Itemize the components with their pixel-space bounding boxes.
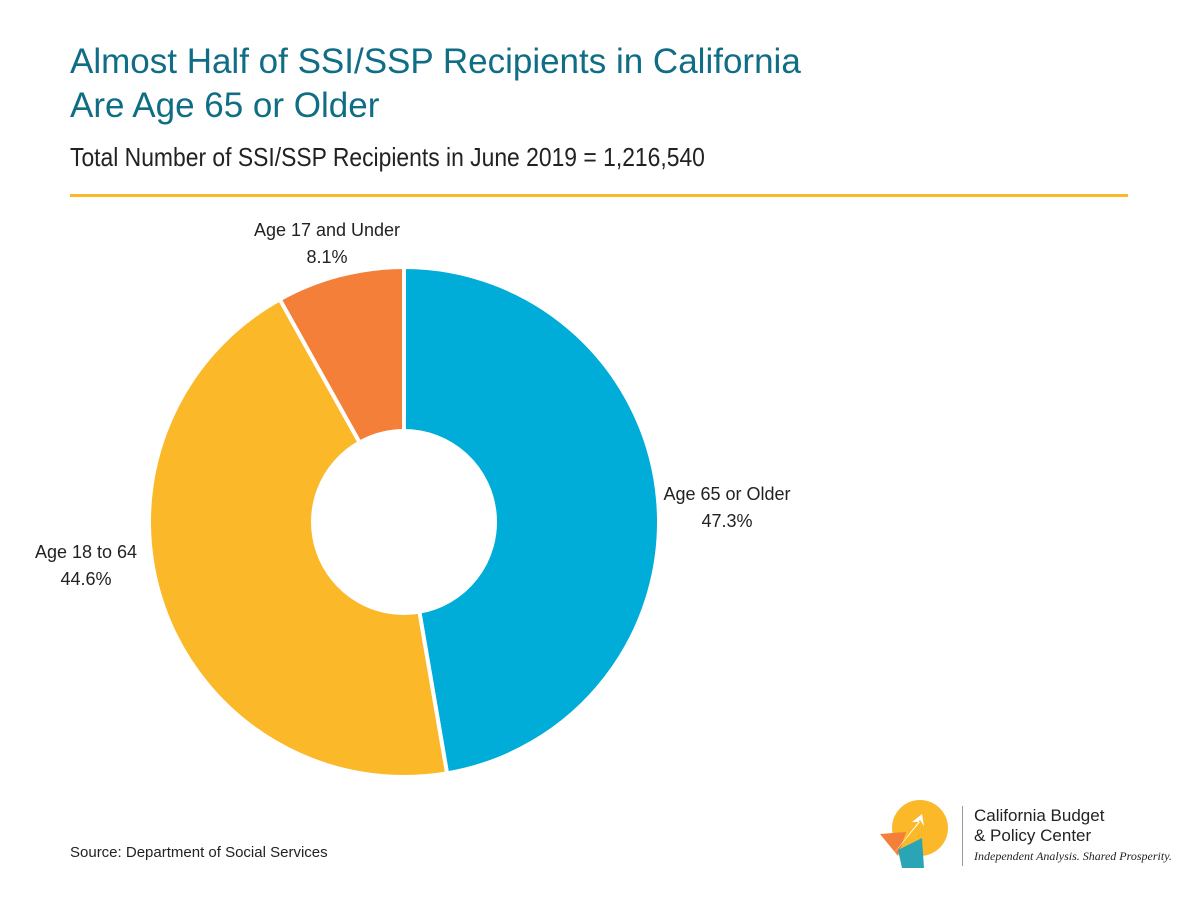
source-note: Source: Department of Social Services bbox=[70, 844, 328, 861]
chart-subtitle: Total Number of SSI/SSP Recipients in Ju… bbox=[70, 142, 705, 172]
logo-divider bbox=[962, 806, 963, 866]
value-label-age-18-to-64: 44.6% bbox=[60, 569, 111, 589]
slice-age-17-and-under bbox=[277, 264, 406, 446]
logo-tagline: Independent Analysis. Shared Prosperity. bbox=[974, 849, 1172, 863]
slice-age-65-or-older bbox=[402, 264, 661, 776]
slice-age-18-to-64 bbox=[147, 296, 450, 779]
label-age-65-or-older: Age 65 or Older bbox=[663, 484, 790, 504]
label-age-17-and-under: Age 17 and Under bbox=[254, 220, 400, 240]
chart-title-line-2: Are Age 65 or Older bbox=[70, 86, 380, 125]
organization-logo: California Budget & Policy Center Indepe… bbox=[876, 798, 1176, 878]
value-label-age-17-and-under: 8.1% bbox=[306, 247, 347, 267]
chart-title: Almost Half of SSI/SSP Recipients in Cal… bbox=[70, 40, 801, 128]
value-label-age-65-or-older: 47.3% bbox=[701, 511, 752, 531]
logo-name-line-1: California Budget bbox=[974, 806, 1105, 825]
label-age-18-to-64: Age 18 to 64 bbox=[35, 542, 137, 562]
logo-name-line-2: & Policy Center bbox=[974, 826, 1092, 845]
logo-mark-icon bbox=[880, 800, 948, 868]
donut-chart: Age 65 or Older 47.3% Age 18 to 64 44.6% Age… bbox=[35, 220, 791, 779]
title-divider bbox=[70, 194, 1128, 197]
chart-title-line-1: Almost Half of SSI/SSP Recipients in Cal… bbox=[70, 42, 801, 81]
